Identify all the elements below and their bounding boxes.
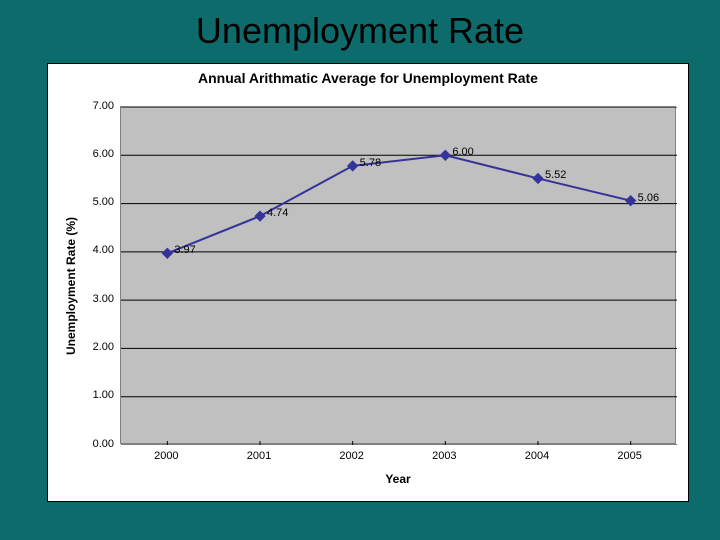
x-tick-label: 2001 — [229, 450, 289, 462]
data-label: 5.06 — [638, 192, 659, 204]
y-tick-label: 7.00 — [78, 100, 114, 112]
data-label: 4.74 — [267, 207, 288, 219]
data-marker — [532, 173, 543, 184]
y-tick-label: 1.00 — [78, 389, 114, 401]
y-tick-label: 3.00 — [78, 293, 114, 305]
x-tick-label: 2004 — [507, 450, 567, 462]
y-tick-label: 5.00 — [78, 196, 114, 208]
x-axis-title: Year — [348, 472, 448, 486]
chart-panel: Annual Arithmatic Average for Unemployme… — [47, 63, 689, 502]
x-tick-label: 2000 — [136, 450, 196, 462]
data-marker — [440, 150, 451, 161]
slide: Unemployment Rate Annual Arithmatic Aver… — [0, 0, 720, 540]
y-axis-title: Unemployment Rate (%) — [64, 217, 78, 355]
y-tick-label: 4.00 — [78, 244, 114, 256]
chart-svg — [121, 107, 677, 445]
data-label: 6.00 — [452, 146, 473, 158]
data-label: 5.78 — [360, 157, 381, 169]
slide-title: Unemployment Rate — [0, 10, 720, 52]
data-marker — [347, 160, 358, 171]
plot-area — [120, 106, 676, 444]
chart-title: Annual Arithmatic Average for Unemployme… — [48, 70, 688, 86]
x-tick-label: 2002 — [322, 450, 382, 462]
data-label: 3.97 — [174, 244, 195, 256]
x-tick-label: 2003 — [414, 450, 474, 462]
data-label: 5.52 — [545, 169, 566, 181]
data-marker — [625, 195, 636, 206]
x-tick-label: 2005 — [600, 450, 660, 462]
y-tick-label: 6.00 — [78, 148, 114, 160]
y-tick-label: 0.00 — [78, 438, 114, 450]
y-tick-label: 2.00 — [78, 341, 114, 353]
data-marker — [254, 210, 265, 221]
data-marker — [162, 248, 173, 259]
